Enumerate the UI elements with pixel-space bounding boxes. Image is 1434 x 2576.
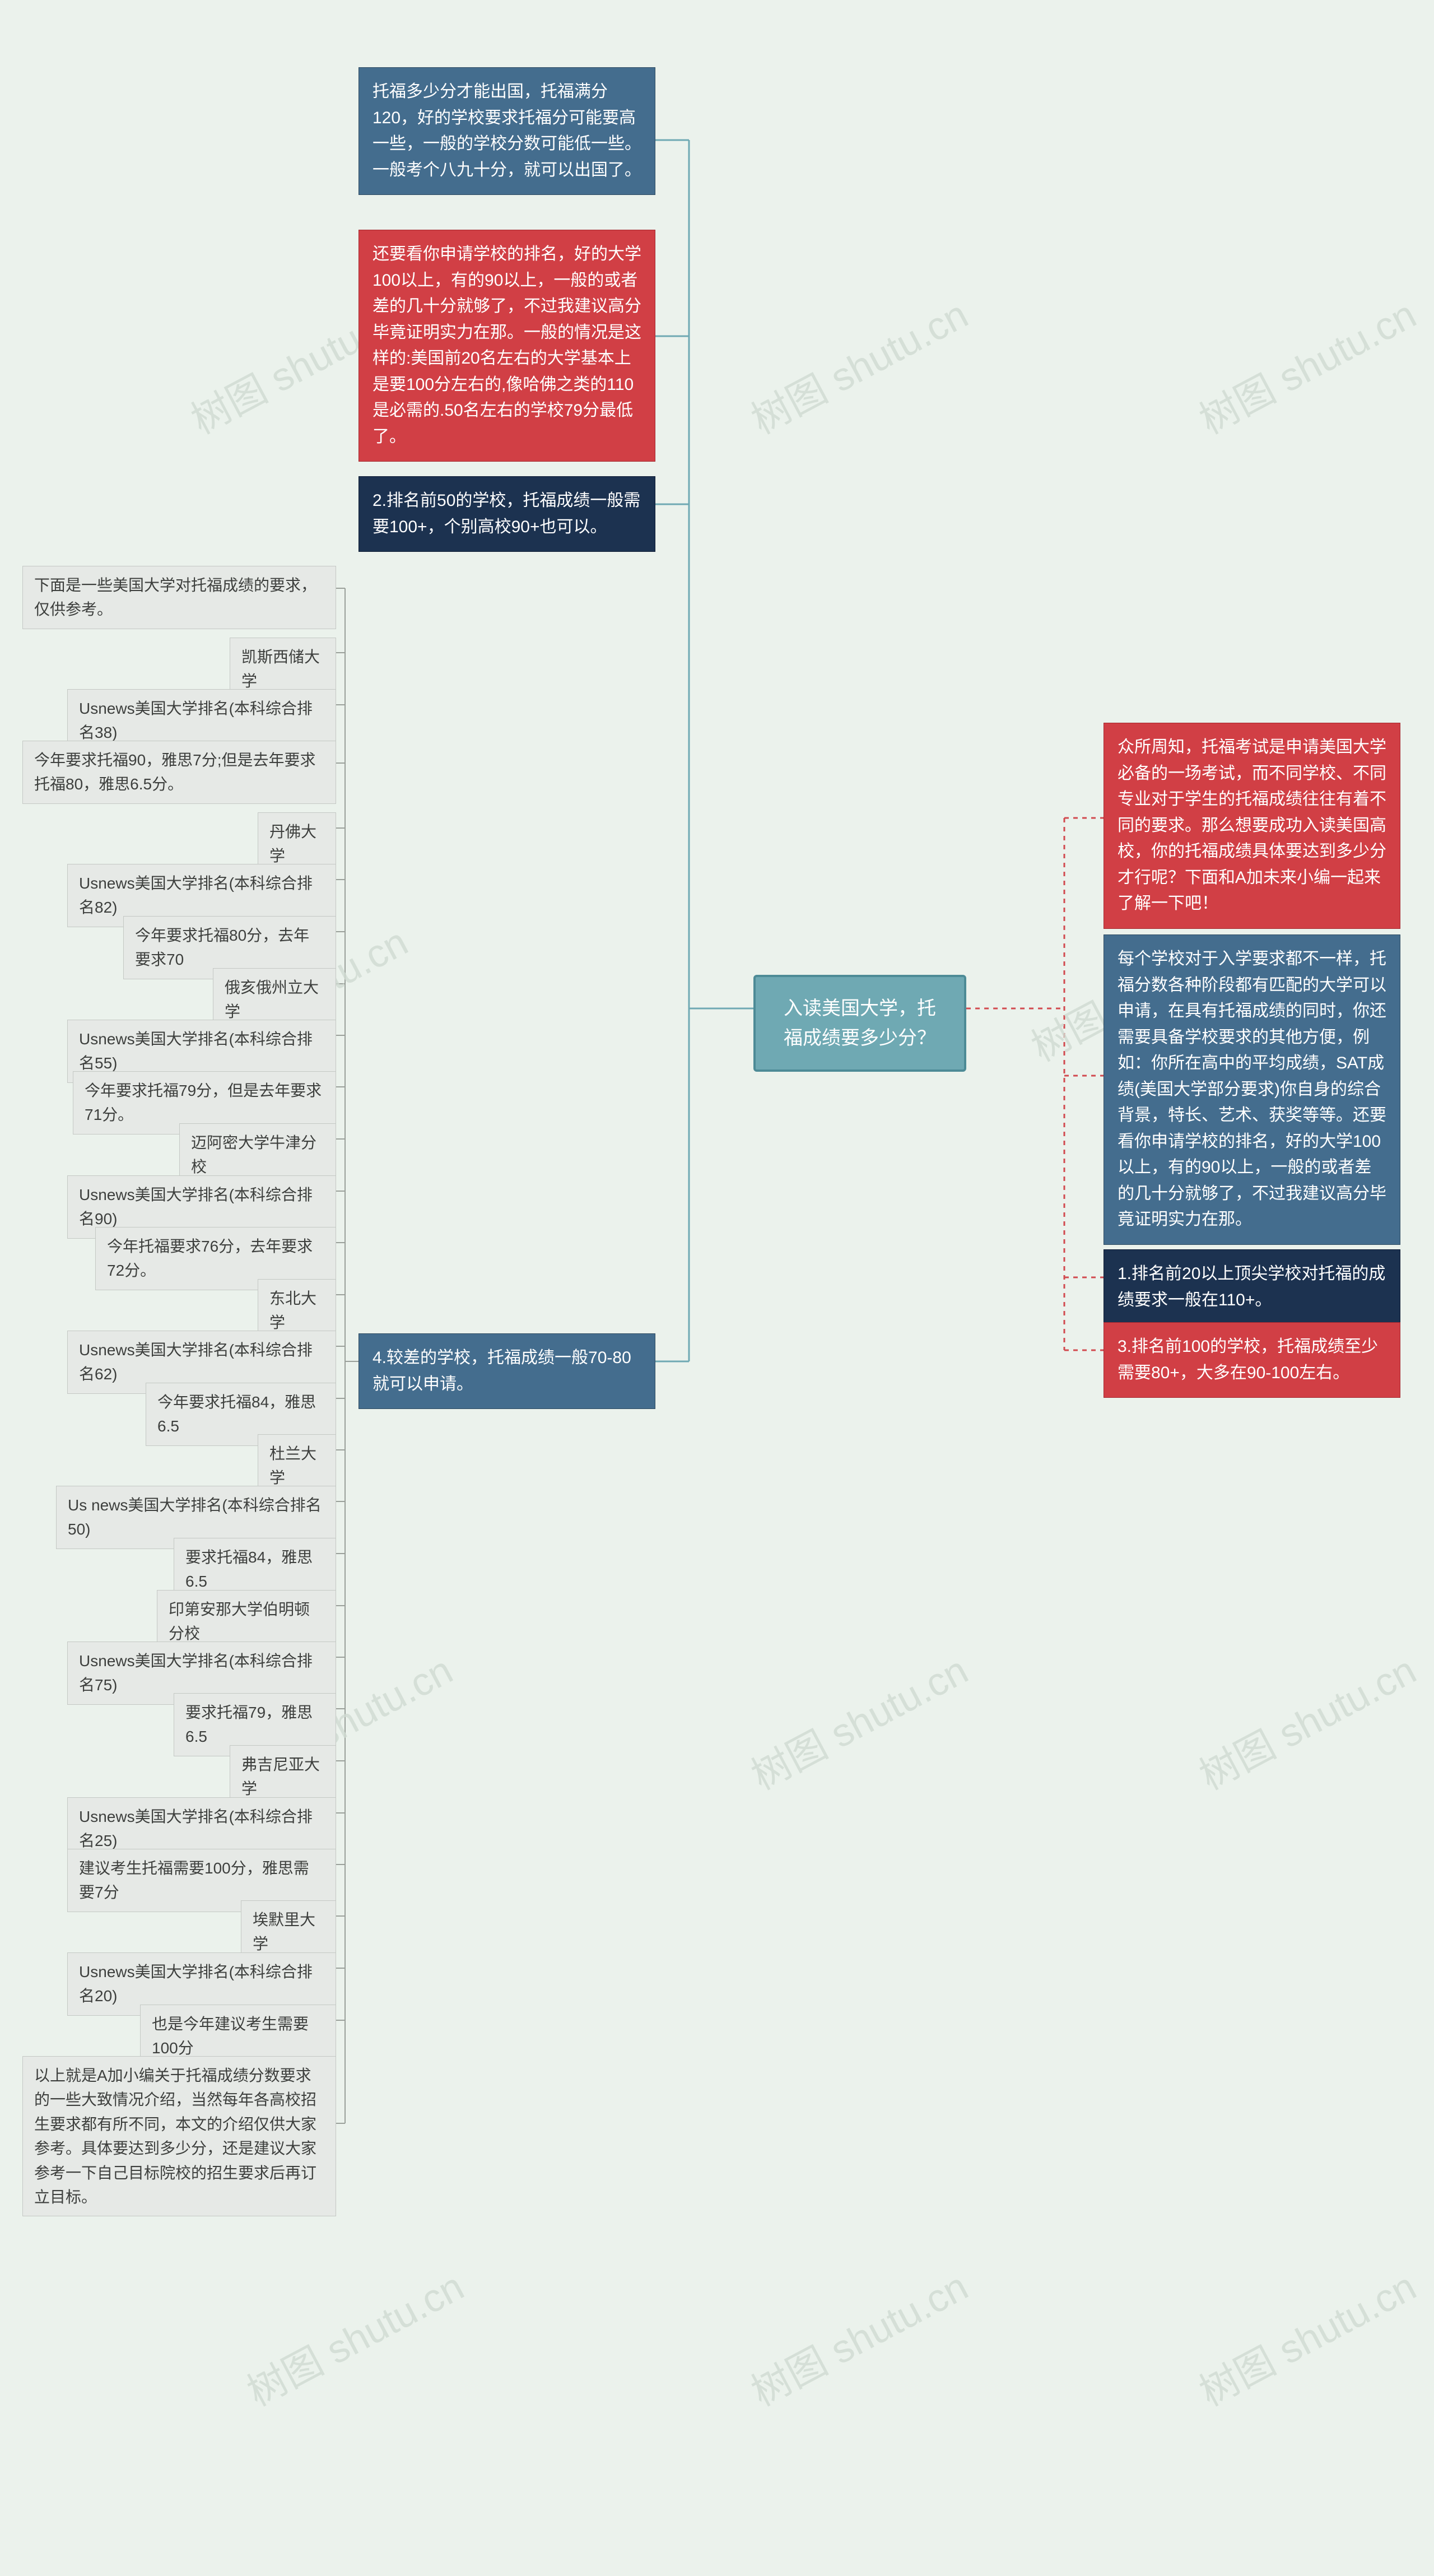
right-node-r3: 1.排名前20以上顶尖学校对托福的成绩要求一般在110+。 xyxy=(1104,1249,1400,1325)
list-item-l3: 今年要求托福90，雅思7分;但是去年要求托福80，雅思6.5分。 xyxy=(22,741,336,804)
watermark: 树图 shutu.cn xyxy=(740,1639,976,1801)
watermark: 树图 shutu.cn xyxy=(1188,1639,1424,1801)
node-point4: 4.较差的学校，托福成绩一般70-80就可以申请。 xyxy=(358,1333,655,1409)
watermark: 树图 shutu.cn xyxy=(740,283,976,445)
watermark: 树图 shutu.cn xyxy=(1188,283,1424,445)
right-node-r1: 众所周知，托福考试是申请美国大学必备的一场考试，而不同学校、不同专业对于学生的托… xyxy=(1104,723,1400,929)
center-node: 入读美国大学，托福成绩要多少分？ xyxy=(753,975,966,1072)
watermark: 树图 shutu.cn xyxy=(1188,2256,1424,2417)
list-item-l28: 以上就是A加小编关于托福成绩分数要求的一些大致情况介绍，当然每年各高校招生要求都… xyxy=(22,2056,336,2216)
watermark: 树图 shutu.cn xyxy=(740,2256,976,2417)
left-top-node-t2: 还要看你申请学校的排名，好的大学100以上，有的90以上，一般的或者差的几十分就… xyxy=(358,230,655,462)
left-top-node-t3: 2.排名前50的学校，托福成绩一般需要100+，个别高校90+也可以。 xyxy=(358,476,655,552)
right-node-r4: 3.排名前100的学校，托福成绩至少需要80+，大多在90-100左右。 xyxy=(1104,1322,1400,1398)
center-text: 入读美国大学，托福成绩要多少分？ xyxy=(784,998,936,1049)
node-point4-text: 4.较差的学校，托福成绩一般70-80就可以申请。 xyxy=(373,1349,631,1393)
left-top-node-t1: 托福多少分才能出国，托福满分120，好的学校要求托福分可能要高一些，一般的学校分… xyxy=(358,67,655,195)
right-node-r2: 每个学校对于入学要求都不一样，托福分数各种阶段都有匹配的大学可以申请，在具有托福… xyxy=(1104,934,1400,1245)
list-item-l0: 下面是一些美国大学对托福成绩的要求，仅供参考。 xyxy=(22,566,336,629)
watermark: 树图 shutu.cn xyxy=(236,2256,472,2417)
